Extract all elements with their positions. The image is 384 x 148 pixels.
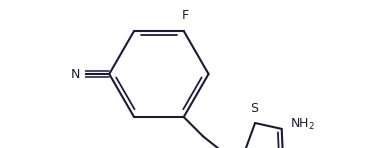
Text: F: F [182, 9, 189, 22]
Text: NH$_2$: NH$_2$ [290, 116, 315, 132]
Text: N: N [71, 67, 80, 81]
Text: S: S [250, 102, 258, 115]
